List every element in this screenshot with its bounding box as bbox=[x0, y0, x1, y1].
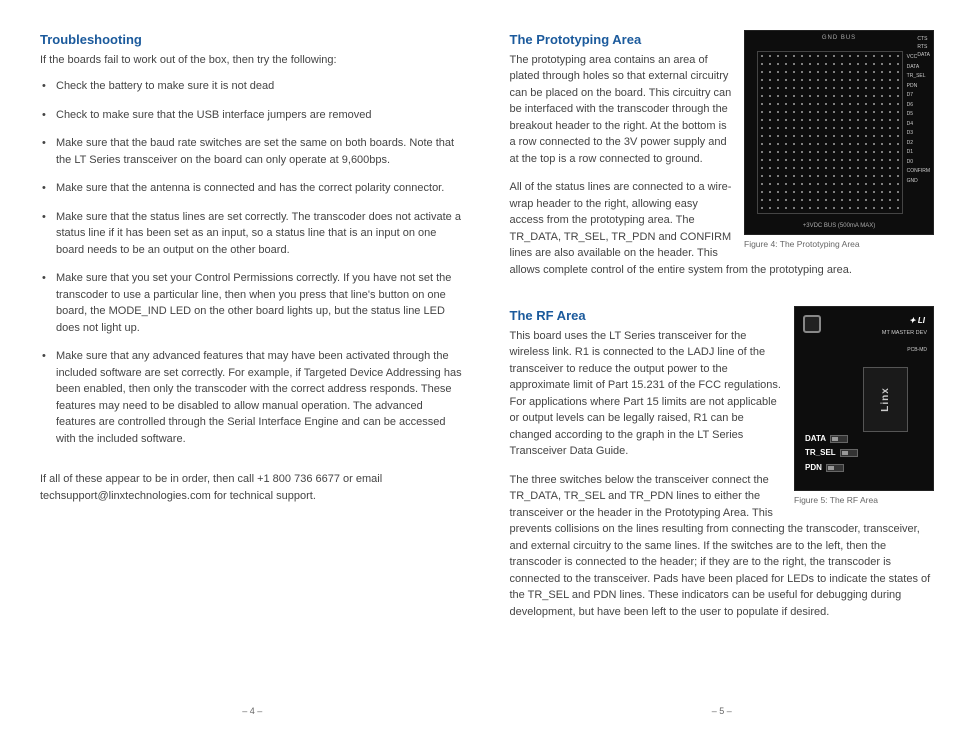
page-number-right: – 5 – bbox=[510, 695, 935, 719]
list-item: Make sure that you set your Control Perm… bbox=[40, 270, 465, 336]
troubleshooting-heading: Troubleshooting bbox=[40, 30, 465, 50]
figure-4-caption: Figure 4: The Prototyping Area bbox=[744, 238, 934, 251]
list-item: Make sure that the baud rate switches ar… bbox=[40, 135, 465, 168]
switch-icon bbox=[840, 449, 858, 457]
list-item: Make sure that the antenna is connected … bbox=[40, 180, 465, 197]
rf-module-icon: Linx bbox=[863, 367, 908, 432]
list-item: Make sure that any advanced features tha… bbox=[40, 348, 465, 447]
list-item: Check the battery to make sure it is not… bbox=[40, 78, 465, 95]
troubleshooting-list: Check the battery to make sure it is not… bbox=[40, 78, 465, 459]
rf-switch-labels: DATA TR_SEL PDN bbox=[805, 432, 858, 475]
page-number-left: – 4 – bbox=[40, 695, 465, 719]
rf-module-label: Linx bbox=[878, 387, 893, 412]
rf-logo: ✦ LI bbox=[909, 315, 925, 327]
rf-section: ✦ LI MT MASTER DEV PCB-MD Linx DATA TR_S… bbox=[510, 306, 935, 632]
pdn-label: PDN bbox=[805, 463, 822, 472]
figure-5-caption: Figure 5: The RF Area bbox=[794, 494, 934, 507]
list-item: Check to make sure that the USB interfac… bbox=[40, 107, 465, 124]
troubleshooting-intro: If the boards fail to work out of the bo… bbox=[40, 52, 465, 69]
rf-title-label: MT MASTER DEV bbox=[882, 329, 927, 337]
figure-4: GND BUS CTS RTS DATA VCC DATA TR_SEL PDN… bbox=[744, 30, 934, 251]
switch-icon bbox=[826, 464, 844, 472]
list-item: Make sure that the status lines are set … bbox=[40, 209, 465, 259]
rf-board-icon: ✦ LI MT MASTER DEV PCB-MD Linx DATA TR_S… bbox=[794, 306, 934, 491]
rf-connector-icon bbox=[803, 315, 821, 333]
figure-5: ✦ LI MT MASTER DEV PCB-MD Linx DATA TR_S… bbox=[794, 306, 934, 507]
prototyping-board-icon: GND BUS CTS RTS DATA VCC DATA TR_SEL PDN… bbox=[744, 30, 934, 235]
rf-sub-label: PCB-MD bbox=[907, 347, 927, 355]
proto-side-labels: VCC DATA TR_SEL PDN D7 D6 D5 D4 D3 D2 D1… bbox=[907, 53, 930, 186]
prototyping-section: GND BUS CTS RTS DATA VCC DATA TR_SEL PDN… bbox=[510, 30, 935, 290]
data-label: DATA bbox=[805, 434, 826, 443]
proto-grid-icon bbox=[757, 51, 903, 214]
closing-text: If all of these appear to be in order, t… bbox=[40, 471, 465, 504]
trsel-label: TR_SEL bbox=[805, 448, 836, 457]
right-column: GND BUS CTS RTS DATA VCC DATA TR_SEL PDN… bbox=[495, 30, 935, 718]
vdc-bus-label: +3VDC BUS (500mA MAX) bbox=[803, 222, 876, 231]
switch-icon bbox=[830, 435, 848, 443]
left-column: Troubleshooting If the boards fail to wo… bbox=[40, 30, 495, 718]
gnd-bus-label: GND BUS bbox=[822, 34, 856, 43]
